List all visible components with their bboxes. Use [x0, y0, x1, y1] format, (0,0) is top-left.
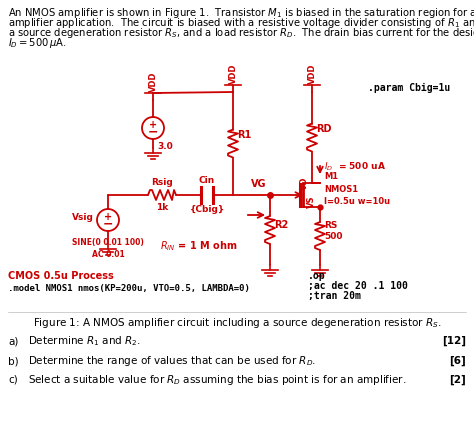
Text: +: +	[149, 120, 157, 130]
Text: +: +	[104, 212, 112, 222]
Text: amplifier application.  The circuit is biased with a resistive voltage divider c: amplifier application. The circuit is bi…	[8, 16, 474, 30]
Text: [12]: [12]	[442, 336, 466, 346]
Text: .param Cbig=1u: .param Cbig=1u	[368, 83, 450, 93]
Text: R1: R1	[237, 131, 251, 141]
Text: Figure 1: A NMOS amplifier circuit including a source degeneration resistor $R_S: Figure 1: A NMOS amplifier circuit inclu…	[33, 316, 441, 330]
Text: Cin: Cin	[199, 176, 215, 185]
Text: SINE(0 0.01 100)
AC 0.01: SINE(0 0.01 100) AC 0.01	[72, 238, 144, 259]
Text: $I_D$  = 500 uA: $I_D$ = 500 uA	[324, 161, 386, 173]
Text: An NMOS amplifier is shown in Figure 1.  Transistor $M_1$ is biased in the satur: An NMOS amplifier is shown in Figure 1. …	[8, 6, 474, 20]
Text: −: −	[103, 218, 113, 230]
Text: VS: VS	[307, 196, 316, 208]
Text: Determine $R_1$ and $R_2$.: Determine $R_1$ and $R_2$.	[28, 334, 141, 348]
Text: Select a suitable value for $R_D$ assuming the bias point is for an amplifier.: Select a suitable value for $R_D$ assumi…	[28, 373, 406, 387]
Text: $R_{IN}$ = 1 M ohm: $R_{IN}$ = 1 M ohm	[160, 239, 237, 253]
Text: R2: R2	[274, 220, 288, 230]
Text: a): a)	[8, 336, 18, 346]
Text: ;tran 20m: ;tran 20m	[308, 291, 361, 301]
Text: VG: VG	[250, 179, 266, 189]
Text: [6]: [6]	[449, 356, 466, 366]
Text: VD: VD	[300, 176, 309, 190]
Text: VDD: VDD	[148, 71, 157, 92]
Text: Vsig: Vsig	[72, 213, 94, 223]
Text: RS
500: RS 500	[324, 221, 343, 241]
Text: VDD: VDD	[228, 64, 237, 84]
Text: [2]: [2]	[449, 375, 466, 385]
Text: RD: RD	[316, 124, 331, 134]
Text: a source degeneration resistor $R_S$, and a load resistor $R_D$.  The drain bias: a source degeneration resistor $R_S$, an…	[8, 26, 474, 40]
Text: .op: .op	[308, 271, 326, 281]
Text: $I_D = 500\,\mu$A.: $I_D = 500\,\mu$A.	[8, 36, 67, 50]
Text: c): c)	[8, 375, 18, 385]
Text: ;ac dec 20 .1 100: ;ac dec 20 .1 100	[308, 281, 408, 291]
Text: b): b)	[8, 356, 18, 366]
Text: .model NMOS1 nmos(KP=200u, VTO=0.5, LAMBDA=0): .model NMOS1 nmos(KP=200u, VTO=0.5, LAMB…	[8, 283, 250, 293]
Text: {Cbig}: {Cbig}	[190, 205, 225, 214]
Text: 1k: 1k	[156, 203, 168, 212]
Text: M1
NMOS1
l=0.5u w=10u: M1 NMOS1 l=0.5u w=10u	[324, 172, 390, 206]
Text: VDD: VDD	[308, 64, 317, 84]
Text: Rsig: Rsig	[151, 178, 173, 187]
Text: CMOS 0.5u Process: CMOS 0.5u Process	[8, 271, 114, 281]
Text: −: −	[148, 126, 158, 138]
Text: Determine the range of values that can be used for $R_D$.: Determine the range of values that can b…	[28, 354, 316, 368]
Text: 3.0: 3.0	[157, 142, 173, 151]
